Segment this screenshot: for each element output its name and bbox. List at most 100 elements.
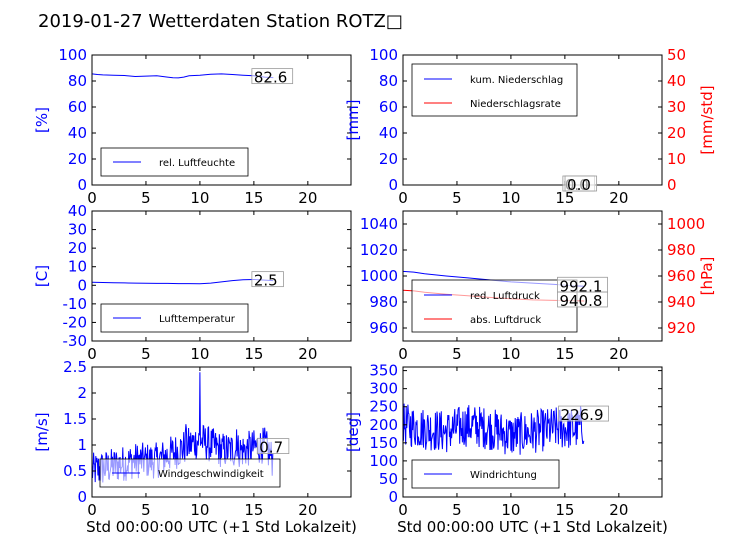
y-tick-label: 980: [369, 293, 398, 311]
chart-panel-bottom-left: 0 5 10 15 20 0 0.5 1 1.5 2 2.5 [m/s] Std 00:00:00 UT…: [33, 358, 357, 536]
x-tick-label: 10: [501, 501, 520, 519]
y2-tick-label: 920: [667, 319, 696, 337]
x-tick-label: 10: [190, 189, 209, 207]
series-group: [92, 73, 274, 79]
y-tick-label: 60: [68, 98, 87, 116]
y-tick-label: 1: [77, 436, 87, 454]
y-tick-label: 40: [68, 202, 87, 220]
figure-title: 2019-01-27 Wetterdaten Station ROTZ□: [38, 11, 403, 32]
y-tick-label: 80: [379, 72, 398, 90]
x-tick-label: 15: [244, 501, 263, 519]
legend-entry: Windrichtung: [470, 470, 537, 481]
x-tick-label: 20: [609, 501, 628, 519]
x-tick-label: 20: [298, 501, 317, 519]
legend: Windrichtung: [411, 459, 560, 489]
x-tick-label: 5: [141, 189, 151, 207]
legend: Windgeschwindigkeit: [99, 458, 281, 488]
x-tick-label: 5: [452, 345, 462, 363]
legend: rel. Luftfeuchte: [100, 147, 249, 177]
y2-tick-label: 1000: [667, 215, 705, 233]
legend-entry: rel. Luftfeuchte: [159, 158, 235, 169]
y-tick-label: 0: [388, 488, 398, 506]
value-annotation: 992.1: [559, 277, 602, 295]
y-tick-label: 40: [68, 124, 87, 142]
y-tick-label: 60: [379, 98, 398, 116]
x-tick-label: 20: [298, 189, 317, 207]
x-tick-label: 5: [141, 501, 151, 519]
y-tick-label: 100: [369, 46, 398, 64]
y-tick-label: 300: [369, 380, 398, 398]
y-tick-label: 80: [68, 72, 87, 90]
y2-tick-label: 50: [667, 46, 686, 64]
y2-tick-label: 0: [667, 176, 677, 194]
y-tick-label: 1040: [360, 215, 398, 233]
y2-axis-label: [mm/std]: [698, 85, 716, 154]
x-tick-label: 10: [501, 345, 520, 363]
value-annotation-box: [251, 271, 284, 288]
value-annotation: 226.9: [561, 406, 604, 424]
value-annotation: 82.6: [254, 69, 287, 87]
legend-entry: Lufttemperatur: [159, 314, 236, 325]
x-tick-label: 0: [398, 345, 408, 363]
y2-tick-label: 960: [667, 267, 696, 285]
x-tick-label: 10: [190, 345, 209, 363]
y-tick-label: 0: [77, 488, 87, 506]
x-tick-label: 0: [398, 501, 408, 519]
y-tick-label: 350: [369, 362, 398, 380]
legend: red. Luftdruck abs. Luftdruck: [411, 279, 578, 333]
y-tick-label: -10: [63, 295, 88, 313]
x-tick-label: 0: [87, 189, 97, 207]
series-group: [403, 403, 585, 455]
value-annotation: 2.5: [254, 272, 278, 290]
y-tick-label: 20: [379, 150, 398, 168]
y-tick-label: 40: [379, 124, 398, 142]
x-tick-label: 20: [609, 189, 628, 207]
y-tick-label: 10: [68, 258, 87, 276]
series-line-windrichtung: [403, 403, 585, 455]
y-tick-label: 100: [369, 452, 398, 470]
value-annotation: 0.0: [567, 176, 591, 194]
legend-entry: kum. Niederschlag: [470, 75, 563, 86]
y-tick-label: 1020: [360, 241, 398, 259]
legend: Lufttemperatur: [100, 303, 249, 333]
y-axis-label: [mm]: [344, 100, 362, 141]
y-axis-label: [m/s]: [33, 412, 51, 451]
chart-panel-middle-right: 0 5 10 15 20 960 980 1000 1020 1040 920 940 960 980 10…: [360, 210, 716, 363]
x-tick-label: 20: [298, 345, 317, 363]
y-axis-label: [C]: [33, 265, 51, 287]
legend-box: [411, 279, 578, 333]
x-tick-label: 15: [555, 501, 574, 519]
y2-tick-label: 940: [667, 293, 696, 311]
x-tick-label: 0: [87, 345, 97, 363]
value-annotation: 940.8: [559, 292, 602, 310]
y-tick-label: 2.5: [63, 358, 87, 376]
chart-panel-top-right: 0 5 10 15 20 0 20 40 60 80 100 0 10 20 30 40 50 [mm] [mm/s…: [344, 46, 716, 207]
y-tick-label: 20: [68, 150, 87, 168]
y-tick-label: 0: [388, 176, 398, 194]
y2-tick-label: 40: [667, 72, 686, 90]
plot-frame: [91, 210, 352, 342]
legend: kum. Niederschlag Niederschlagsrate: [411, 63, 578, 117]
chart-panel-top-left: 0 5 10 15 20 0 20 40 60 80 100 [%] rel. Luftfeuchte 8…: [33, 46, 352, 207]
y-tick-label: 30: [68, 221, 87, 239]
series-group: [92, 278, 274, 285]
x-axis-label: Std 00:00:00 UTC (+1 Std Lokalzeit): [397, 518, 668, 536]
legend-box: [411, 63, 578, 117]
y-axis-label: [%]: [33, 107, 51, 133]
value-annotation-box: [251, 68, 294, 85]
plot-frame: [402, 54, 663, 186]
value-annotation-box: [256, 438, 290, 455]
series-line-rel-luftfeuchte: [92, 73, 274, 79]
legend-entry: abs. Luftdruck: [470, 315, 541, 326]
x-tick-label: 5: [141, 345, 151, 363]
y-tick-label: 960: [369, 319, 398, 337]
y-tick-label: 200: [369, 416, 398, 434]
x-axis-label: Std 00:00:00 UTC (+1 Std Lokalzeit): [86, 518, 357, 536]
x-tick-label: 5: [452, 501, 462, 519]
y2-axis-label: [hPa]: [698, 257, 716, 296]
plot-frame: [91, 54, 352, 186]
series-line-lufttemperatur: [92, 278, 274, 285]
y2-tick-label: 980: [667, 241, 696, 259]
